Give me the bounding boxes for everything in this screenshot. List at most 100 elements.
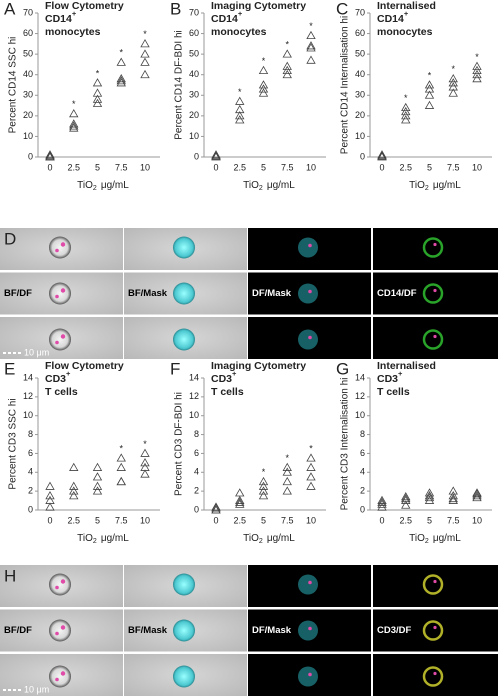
x-tick-label: 7.5 [447,162,460,172]
data-point [282,476,292,486]
data-point [448,493,458,503]
data-point [235,115,245,124]
data-point [92,486,103,495]
x-tick-label: 0 [379,515,384,525]
data-point [401,106,411,116]
y-tick-label: 0 [28,151,33,161]
scale-bar-label: 10 μm [24,347,49,357]
x-tick-label: 0 [213,515,218,525]
panel-title-line: Imaging Cytometry [211,0,306,12]
x-label-unit: μg/mL [433,180,461,191]
y-tick-label: 40 [189,69,199,79]
data-point [258,65,269,74]
data-point [424,80,435,89]
data-point [401,491,411,501]
data-point [282,49,292,58]
x-tick-label: 0 [379,162,384,172]
title-superscript: + [72,9,77,18]
data-point [306,41,316,50]
y-tick-label: 2 [360,486,365,496]
data-point [116,453,126,462]
y-tick-label: 12 [355,391,365,401]
data-point [472,61,482,70]
y-tick-label: 10 [23,131,33,141]
data-point [116,476,126,486]
y-tick-label: 20 [189,110,199,120]
data-point [69,481,79,490]
cell-mask [298,574,318,595]
x-tick-label: 10 [306,162,316,172]
particle [308,335,312,340]
y-axis-label: Percent CD3 SSC hi [8,398,19,489]
significance-marker: * [96,68,100,78]
data-point [69,121,79,130]
x-tick-label: 10 [140,515,150,525]
particle [55,248,59,253]
data-point [45,495,55,504]
scale-bar-label: 10 μm [24,684,49,694]
separator [0,607,498,610]
x-label-subscript: 2 [93,185,97,192]
x-tick-label: 10 [472,515,482,525]
cell [49,282,71,305]
data-point [424,84,435,93]
y-tick-label: 12 [189,391,199,401]
panel-letter: B [170,0,181,18]
title-superscript: + [404,9,409,18]
data-point [140,462,150,471]
data-point [69,119,79,128]
data-point [116,78,126,87]
data-point [472,74,482,83]
data-point [235,104,245,114]
y-tick-label: 14 [23,372,33,382]
data-point [424,491,435,500]
membrane-stain [422,237,444,258]
data-point [258,88,269,97]
data-point [45,150,55,159]
x-tick-label: 7.5 [281,515,294,525]
x-tick-label: 10 [306,515,316,525]
panel-title-line: monocytes [377,26,433,38]
x-axis-label: TiO2 μg/mL [243,533,295,546]
panel-letter: C [336,0,348,18]
x-tick-label: 10 [472,162,482,172]
x-tick-label: 2.5 [399,515,412,525]
panel-letter: A [4,0,16,18]
separator [0,270,498,273]
data-point [140,458,150,467]
x-label-text: TiO [243,533,259,544]
data-point [448,82,458,91]
significance-marker: * [428,70,432,80]
significance-marker: * [475,52,479,62]
data-point [448,486,458,495]
particle [308,243,312,248]
x-tick-label: 10 [140,162,150,172]
particle [55,294,59,299]
panel-title: monocytes [377,26,433,38]
y-tick-label: 10 [355,131,365,141]
y-tick-label: 10 [189,131,199,141]
data-point [424,495,435,504]
y-tick-label: 10 [189,410,199,420]
data-point [235,488,245,497]
data-point [377,502,387,511]
data-point [211,150,221,159]
cell-mask [173,328,195,351]
panel-title-line: monocytes [211,26,267,38]
significance-marker: * [72,99,76,109]
data-point [306,30,316,40]
membrane-stain [422,620,444,641]
data-point [282,61,292,70]
data-point [306,55,316,64]
data-point [282,462,292,471]
x-label-subscript: 2 [425,538,429,545]
data-point [306,453,316,462]
panel-letter: H [4,566,16,585]
data-point [282,486,292,495]
data-point [140,448,150,457]
particle [433,334,437,339]
x-label-unit: μg/mL [267,180,295,191]
panel-letter: E [4,359,15,378]
data-point [258,491,269,500]
